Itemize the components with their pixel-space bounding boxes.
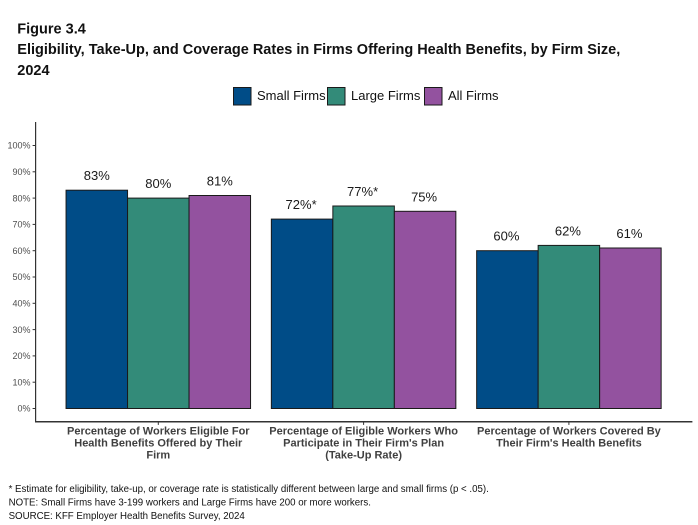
svg-text:NOTE: Small Firms have 3-199 w: NOTE: Small Firms have 3-199 workers and… bbox=[9, 498, 371, 509]
svg-text:Firm: Firm bbox=[146, 450, 170, 462]
svg-text:80%: 80% bbox=[145, 176, 171, 191]
svg-text:77%*: 77%* bbox=[347, 184, 378, 199]
svg-text:Percentage of Workers Covered: Percentage of Workers Covered By bbox=[477, 426, 662, 438]
svg-text:60%: 60% bbox=[493, 229, 519, 244]
svg-text:61%: 61% bbox=[616, 226, 642, 241]
svg-text:100%: 100% bbox=[7, 141, 30, 151]
svg-text:62%: 62% bbox=[555, 223, 581, 238]
svg-text:Eligibility, Take-Up, and Cove: Eligibility, Take-Up, and Coverage Rates… bbox=[17, 42, 620, 58]
svg-text:Figure 3.4: Figure 3.4 bbox=[17, 21, 86, 37]
svg-text:83%: 83% bbox=[84, 168, 110, 183]
svg-text:Their Firm's Health Benefits: Their Firm's Health Benefits bbox=[496, 438, 642, 450]
svg-text:All Firms: All Firms bbox=[448, 88, 499, 103]
svg-text:10%: 10% bbox=[12, 377, 30, 387]
svg-text:Participate in Their Firm's Pl: Participate in Their Firm's Plan bbox=[283, 438, 444, 450]
svg-text:40%: 40% bbox=[12, 299, 30, 309]
svg-text:81%: 81% bbox=[207, 174, 233, 189]
svg-text:Large Firms: Large Firms bbox=[351, 88, 421, 103]
svg-text:Percentage of Workers Eligible: Percentage of Workers Eligible For bbox=[67, 426, 250, 438]
svg-text:90%: 90% bbox=[12, 167, 30, 177]
svg-text:70%: 70% bbox=[12, 220, 30, 230]
svg-text:(Take-Up Rate): (Take-Up Rate) bbox=[325, 450, 402, 462]
svg-text:75%: 75% bbox=[411, 189, 437, 204]
svg-text:80%: 80% bbox=[12, 193, 30, 203]
svg-text:2024: 2024 bbox=[17, 63, 49, 79]
svg-text:Small Firms: Small Firms bbox=[257, 88, 326, 103]
svg-text:Percentage of Eligible Workers: Percentage of Eligible Workers Who bbox=[269, 426, 458, 438]
svg-text:SOURCE: KFF Employer Health Be: SOURCE: KFF Employer Health Benefits Sur… bbox=[9, 511, 246, 522]
svg-text:30%: 30% bbox=[12, 325, 30, 335]
svg-text:0%: 0% bbox=[17, 404, 30, 414]
svg-text:72%*: 72%* bbox=[286, 197, 317, 212]
svg-text:50%: 50% bbox=[12, 272, 30, 282]
svg-text:* Estimate for eligibility, ta: * Estimate for eligibility, take-up, or … bbox=[9, 484, 489, 495]
svg-text:Health Benefits Offered by The: Health Benefits Offered by Their bbox=[74, 438, 243, 450]
svg-text:60%: 60% bbox=[12, 246, 30, 256]
svg-text:20%: 20% bbox=[12, 351, 30, 361]
